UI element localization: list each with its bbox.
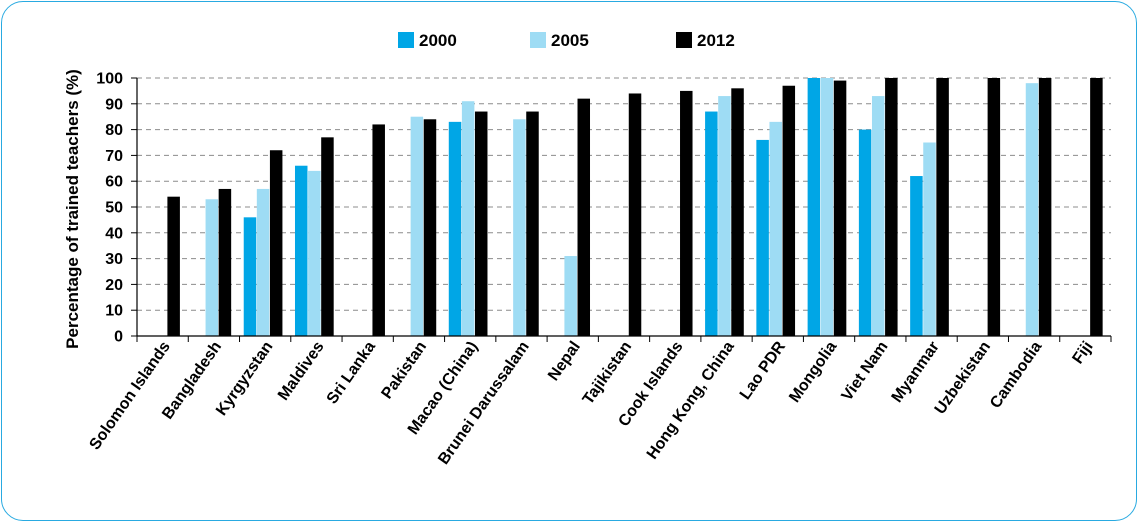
x-category-label: Tajikistan — [580, 339, 636, 408]
bar-2012-viet-nam — [885, 78, 898, 336]
bar-2000-myanmar — [910, 176, 923, 336]
x-category-label: Mongolia — [786, 338, 840, 405]
y-tick-label: 0 — [114, 329, 123, 346]
y-tick-label: 80 — [105, 122, 123, 139]
legend-swatch-2005 — [530, 32, 546, 48]
bar-2000-kyrgyzstan — [243, 217, 257, 336]
bar-2012-cambodia — [1038, 78, 1052, 336]
y-tick-label: 40 — [105, 225, 123, 242]
axes — [136, 78, 1112, 342]
x-category-label: Hong Kong, China — [644, 338, 738, 462]
y-tick-label: 90 — [105, 96, 123, 113]
x-category-label: Brunei Darussalam — [435, 339, 533, 468]
y-tick-label: 70 — [105, 148, 123, 165]
bar-2012-myanmar — [936, 78, 949, 336]
bar-2005-kyrgyzstan — [256, 188, 270, 336]
bar-2000-maldives — [294, 165, 308, 336]
bar-2012-sri-lanka — [372, 124, 385, 336]
y-tick-label: 10 — [105, 303, 123, 320]
bar-2012-solomon-islands — [167, 196, 180, 336]
bar-2000-hong-kong-china — [705, 111, 718, 336]
bar-2005-viet-nam — [871, 96, 885, 336]
bar-2005-lao-pdr — [769, 121, 782, 336]
y-axis-ticks: 0 10 20 30 40 50 60 70 80 90 100 — [96, 71, 137, 346]
legend-swatch-2012 — [676, 32, 692, 48]
bar-2000-viet-nam — [858, 129, 872, 336]
bar-2012-lao-pdr — [782, 85, 796, 337]
bar-2005-bangladesh — [205, 199, 219, 336]
bar-2005-macao-china — [461, 101, 475, 336]
y-axis-label: Percentage of trained teachers (%) — [63, 69, 82, 349]
legend-label-2000: 2000 — [419, 31, 457, 50]
x-category-label: Nepal — [545, 339, 584, 384]
bar-2012-nepal — [577, 98, 591, 336]
x-category-label: Myanmar — [889, 339, 943, 406]
bar-2012-brunei-darussalam — [526, 111, 539, 336]
x-category-label: Fiji — [1069, 339, 1096, 368]
bar-2005-brunei-darussalam — [513, 119, 526, 336]
gridlines — [137, 77, 1111, 311]
bar-2005-myanmar — [923, 142, 936, 336]
legend-label-2012: 2012 — [697, 31, 735, 50]
x-category-label: Pakistan — [379, 339, 431, 403]
x-category-label: Maldives — [275, 338, 328, 403]
bar-2012-fiji — [1090, 78, 1103, 336]
y-tick-label: 50 — [105, 200, 123, 217]
bar-2005-mongolia — [820, 78, 834, 336]
x-category-label: Cambodia — [987, 338, 1045, 411]
bar-2012-cook-islands — [680, 90, 693, 337]
legend-label-2005: 2005 — [551, 31, 589, 50]
legend: 2000 2005 2012 — [398, 31, 735, 50]
x-category-label: Solomon Islands — [87, 338, 174, 453]
bar-2012-pakistan — [423, 119, 437, 336]
x-category-label: Lao PDR — [737, 338, 789, 403]
bar-2005-maldives — [308, 170, 321, 336]
y-tick-label: 60 — [105, 174, 123, 191]
bar-2005-pakistan — [410, 116, 424, 336]
legend-swatch-2000 — [398, 32, 414, 48]
y-tick-label: 20 — [105, 277, 123, 294]
x-category-label: Sri Lanka — [324, 338, 379, 407]
bar-2005-hong-kong-china — [718, 96, 731, 336]
bar-2012-macao-china — [474, 111, 488, 336]
bar-2000-lao-pdr — [756, 139, 769, 336]
bar-2012-kyrgyzstan — [269, 150, 283, 336]
bar-2012-maldives — [321, 137, 334, 336]
y-tick-label: 100 — [96, 71, 123, 88]
bar-2012-tajikistan — [628, 93, 642, 336]
bar-chart: 2000 2005 2012 Percentage of trained teach… — [63, 31, 1112, 468]
x-category-label: Viet Nam — [839, 339, 892, 405]
y-tick-label: 30 — [105, 251, 123, 268]
bar-2012-hong-kong-china — [731, 88, 744, 336]
bar-2012-uzbekistan — [987, 78, 1001, 336]
bar-2000-mongolia — [807, 78, 821, 336]
x-axis-labels: Solomon IslandsBangladeshKyrgyzstanMaldi… — [87, 338, 1097, 468]
bar-2012-bangladesh — [218, 188, 232, 336]
bar-2000-macao-china — [448, 121, 462, 336]
bar-2005-cambodia — [1025, 83, 1039, 336]
bar-2012-mongolia — [833, 80, 847, 336]
bars — [167, 78, 1103, 337]
bar-2005-nepal — [564, 256, 577, 336]
